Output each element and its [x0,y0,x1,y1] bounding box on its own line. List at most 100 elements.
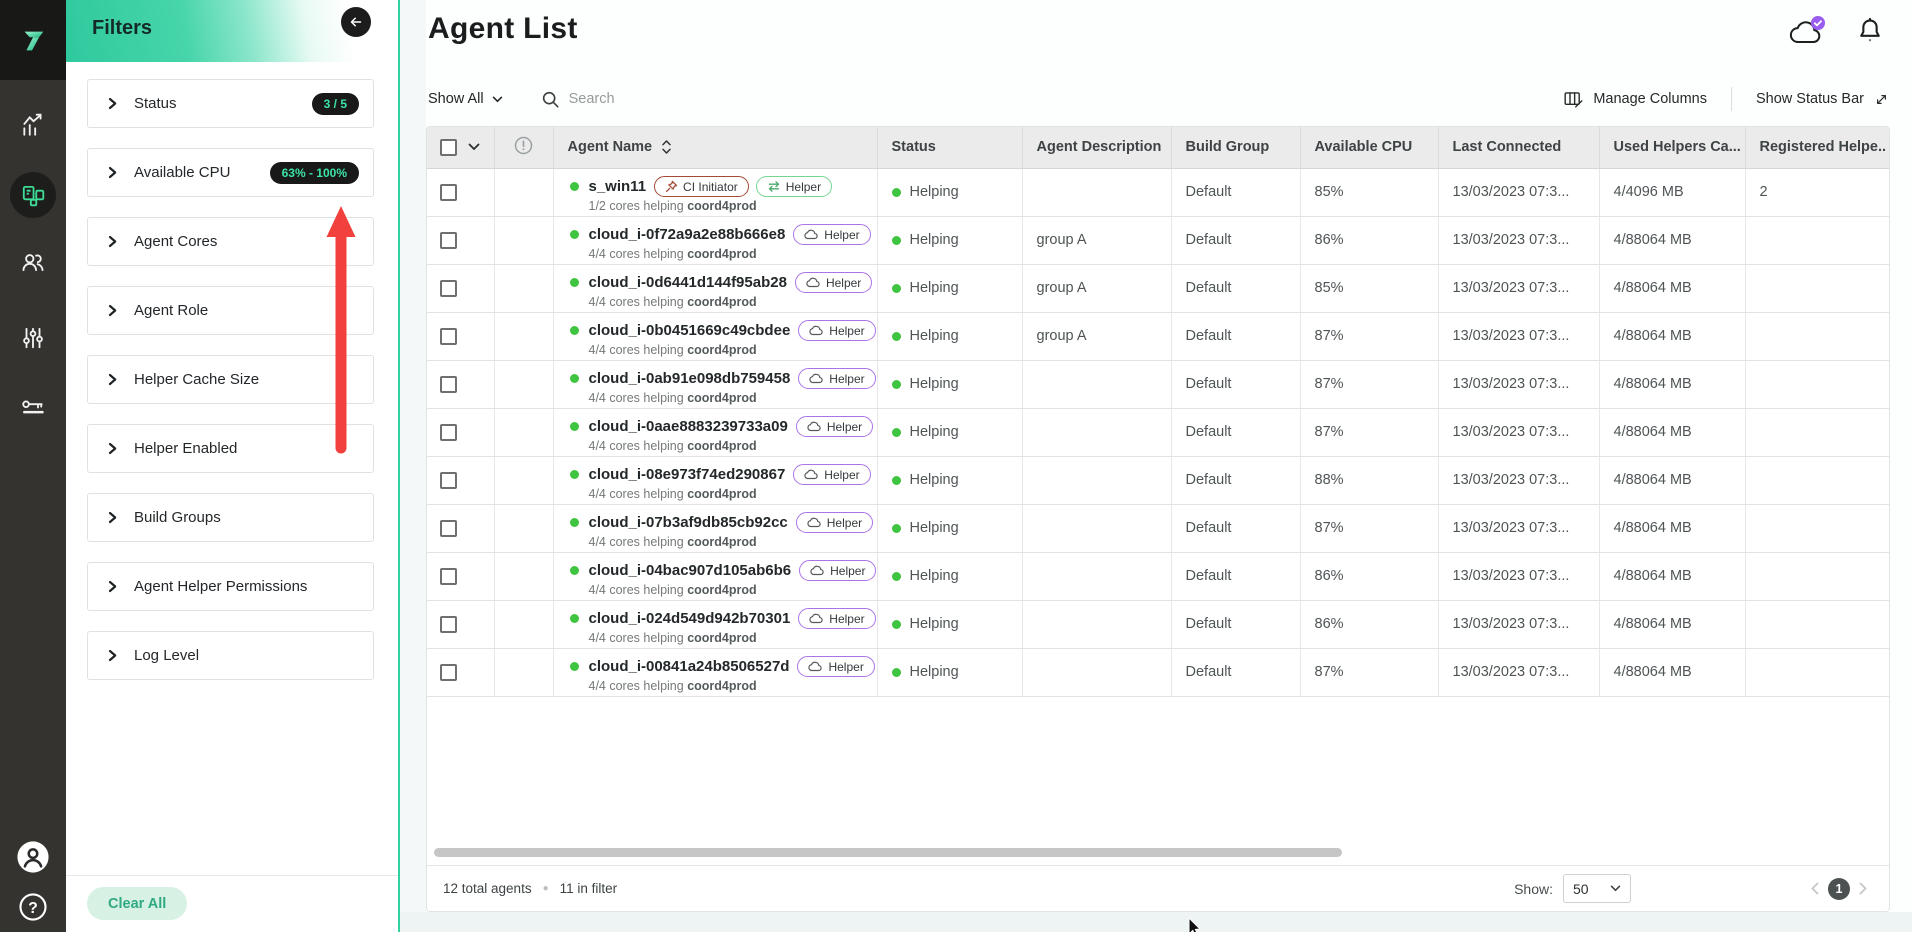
agent-name: cloud_i-0f72a9a2e88b666e8 [588,226,786,243]
table-row[interactable]: cloud_i-0f72a9a2e88b666e8 Helper 4/4 cor… [427,216,1889,265]
agent-name: cloud_i-0ab91e098db759458 [588,370,791,387]
cores-helping-text: 4/4 cores helping [588,295,684,309]
page-size-select[interactable]: 50 [1563,874,1631,903]
filter-section[interactable]: Available CPU 63% - 100% [87,148,374,197]
filter-label: Available CPU [134,164,231,181]
app-logo[interactable] [0,0,66,80]
horizontal-scrollbar[interactable] [434,848,1342,857]
current-page-indicator[interactable]: 1 [1828,877,1850,900]
last-connected-cell: 13/03/2023 07:3... [1438,504,1600,553]
table-row[interactable]: s_win11 CI Initiator Helper 1/2 cores hel… [427,168,1889,217]
col-header-status[interactable]: Status [877,127,1023,169]
col-header-registered-helpers[interactable]: Registered Helpe.. [1745,127,1889,169]
nav-settings[interactable] [10,315,56,361]
row-checkbox[interactable] [440,375,457,393]
status-text: Helping [909,664,959,680]
user-avatar[interactable] [10,834,56,880]
col-header-available-cpu[interactable]: Available CPU [1300,127,1439,169]
nav-users[interactable] [10,239,56,285]
manage-columns-button[interactable]: Manage Columns [1563,89,1707,110]
select-all-checkbox[interactable] [440,138,457,156]
row-checkbox[interactable] [440,183,457,201]
build-group-cell: Default [1171,360,1301,409]
status-dot [891,619,901,629]
alert-column-icon [514,136,533,154]
row-checkbox[interactable] [440,279,457,297]
select-options-chevron-icon[interactable] [468,143,480,151]
last-connected-cell: 13/03/2023 07:3... [1438,264,1600,313]
col-header-agent-name[interactable]: Agent Name [553,127,878,169]
show-status-bar-label: Show Status Bar [1756,91,1864,107]
agent-subtitle: 4/4 cores helping coord4prod [589,295,869,309]
badge-label: Helper [826,515,863,530]
sort-icon[interactable] [662,140,671,154]
row-checkbox[interactable] [440,423,457,441]
row-checkbox[interactable] [440,615,457,633]
row-checkbox[interactable] [440,567,457,585]
filter-section[interactable]: Agent Helper Permissions [87,562,374,611]
row-checkbox[interactable] [440,327,457,345]
available-cpu-cell: 88% [1300,456,1439,505]
helper-badge: Helper [798,608,876,629]
filter-section[interactable]: Helper Cache Size [87,355,374,404]
table-row[interactable]: cloud_i-0b0451669c49cbdee Helper 4/4 cor… [427,312,1889,361]
alert-cell [494,648,554,697]
build-group-cell: Default [1171,648,1301,697]
search-input[interactable]: Search [541,90,615,109]
nav-license[interactable] [10,385,56,431]
previous-page-button[interactable] [1811,882,1819,895]
col-header-build-group[interactable]: Build Group [1171,127,1301,169]
alert-cell [494,216,554,265]
clear-all-button[interactable]: Clear All [87,887,188,920]
pin-icon [665,180,678,193]
filter-section[interactable]: Agent Cores [87,217,374,266]
row-checkbox[interactable] [440,519,457,537]
status-text: Helping [909,328,959,344]
row-checkbox[interactable] [440,471,457,489]
chevron-right-icon [108,442,117,455]
panel-gutter [400,0,426,932]
used-helpers-cell: 4/88064 MB [1599,312,1746,361]
collapse-filters-button[interactable] [341,7,371,37]
filter-section[interactable]: Build Groups [87,493,374,542]
cloud-icon [804,229,818,240]
build-group-cell: Default [1171,264,1301,313]
table-row[interactable]: cloud_i-024d549d942b70301 Helper 4/4 cor… [427,600,1889,649]
show-all-label: Show All [428,91,484,107]
show-status-bar-button[interactable]: Show Status Bar [1756,91,1890,108]
used-helpers-cell: 4/88064 MB [1599,360,1746,409]
used-helpers-cell: 4/88064 MB [1599,648,1746,697]
table-row[interactable]: cloud_i-04bac907d105ab6b6 Helper 4/4 cor… [427,552,1889,601]
manage-columns-label: Manage Columns [1593,91,1707,107]
table-row[interactable]: cloud_i-00841a24b8506527d Helper 4/4 cor… [427,648,1889,697]
next-page-button[interactable] [1859,882,1867,895]
nav-analytics[interactable] [10,102,56,148]
swap-arrows-icon [768,181,779,192]
filter-section[interactable]: Status 3 / 5 [87,79,374,128]
filter-section[interactable]: Helper Enabled [87,424,374,473]
filter-section[interactable]: Log Level [87,631,374,680]
filter-section[interactable]: Agent Role [87,286,374,335]
notifications-button[interactable] [1856,16,1884,48]
table-row[interactable]: cloud_i-0aae8883239733a09 Helper 4/4 cor… [427,408,1889,457]
available-cpu-cell: 86% [1300,552,1439,601]
table-row[interactable]: cloud_i-0d6441d144f95ab28 Helper 4/4 cor… [427,264,1889,313]
alert-cell [494,360,554,409]
cloud-status-button[interactable] [1788,14,1828,50]
nav-agents[interactable] [10,172,56,218]
chevron-right-icon [108,166,117,179]
row-checkbox[interactable] [440,663,457,681]
col-header-used-helpers[interactable]: Used Helpers Ca... [1599,127,1746,169]
help-button[interactable]: ? [10,884,56,930]
col-header-last-connected[interactable]: Last Connected [1438,127,1600,169]
agent-badges: Helper [798,608,876,629]
helper-badge: Helper [795,512,874,533]
table-row[interactable]: cloud_i-08e973f74ed290867 Helper 4/4 cor… [427,456,1889,505]
status-cell: Helping [877,552,1023,601]
table-row[interactable]: cloud_i-07b3af9db85cb92cc Helper 4/4 cor… [427,504,1889,553]
row-checkbox[interactable] [440,231,457,249]
table-row[interactable]: cloud_i-0ab91e098db759458 Helper 4/4 cor… [427,360,1889,409]
registered-helpers-cell [1745,552,1889,601]
show-all-dropdown[interactable]: Show All [428,91,503,107]
col-header-agent-description[interactable]: Agent Description [1022,127,1172,169]
